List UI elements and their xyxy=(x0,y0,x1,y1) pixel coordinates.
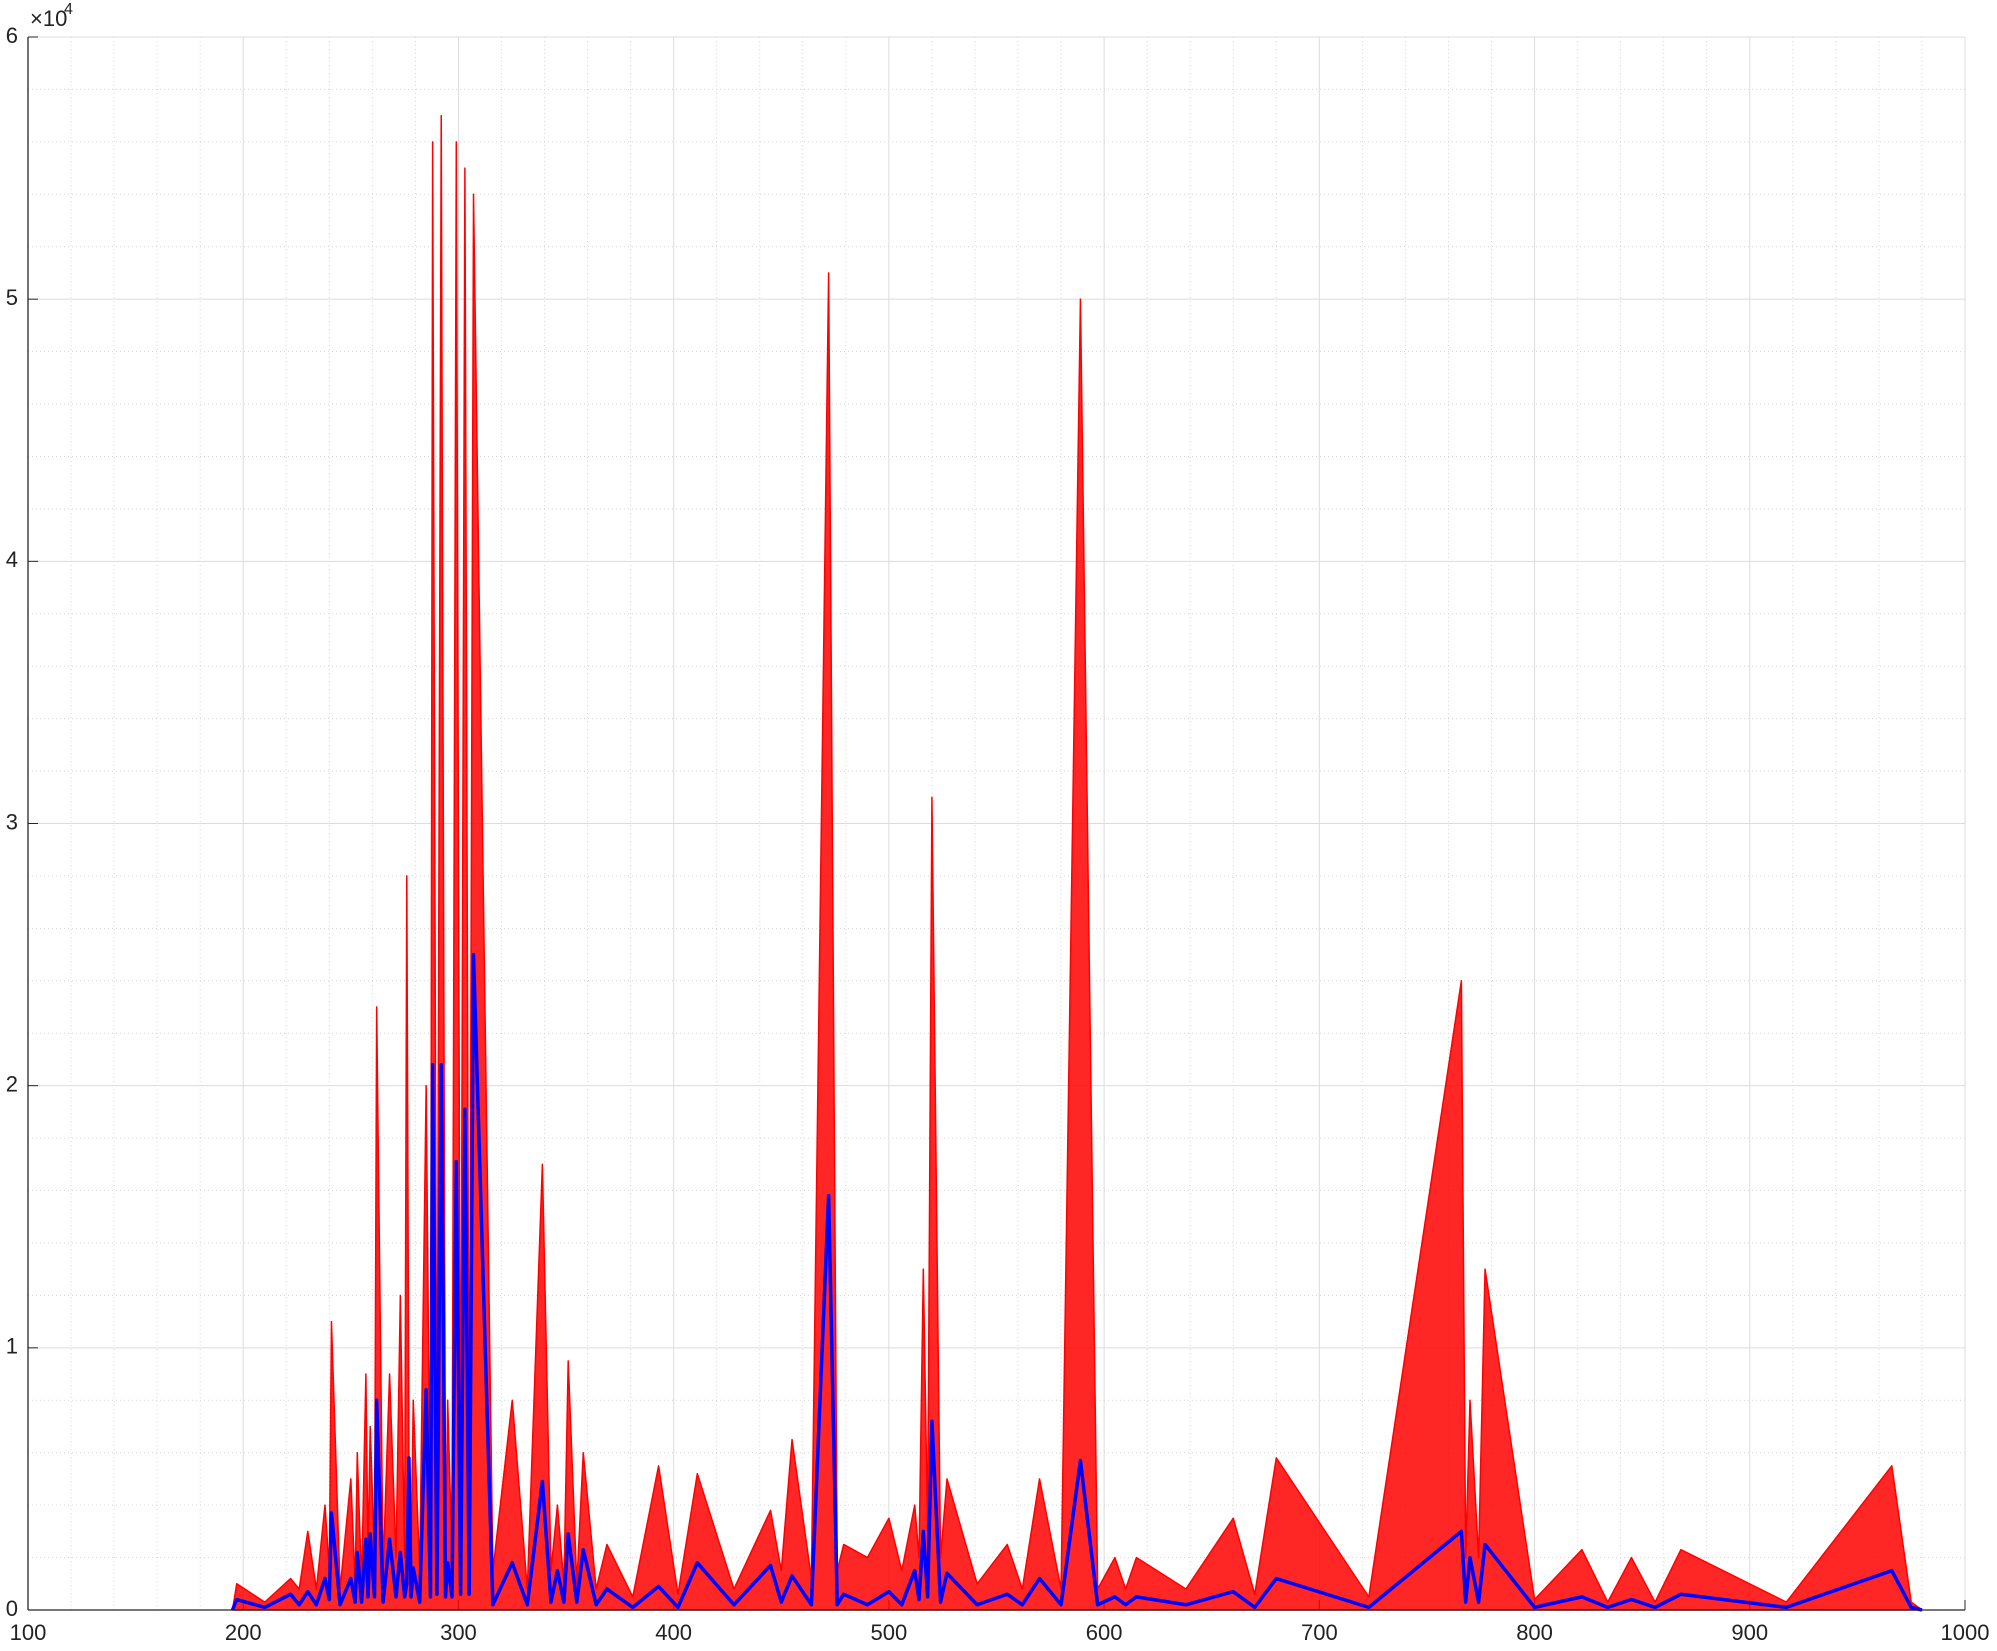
x-tick-label: 100 xyxy=(10,1620,47,1645)
y-tick-label: 5 xyxy=(6,285,18,310)
x-tick-label: 900 xyxy=(1731,1620,1768,1645)
y-tick-label: 1 xyxy=(6,1334,18,1359)
x-tick-label: 300 xyxy=(440,1620,477,1645)
y-tick-label: 6 xyxy=(6,23,18,48)
x-tick-label: 200 xyxy=(225,1620,262,1645)
line xyxy=(230,952,1923,1612)
y-tick-label: 3 xyxy=(6,809,18,834)
y-tick-label: 0 xyxy=(6,1596,18,1621)
y-tick-label: 4 xyxy=(6,547,18,572)
x-tick-label: 500 xyxy=(871,1620,908,1645)
y-tick-label: 2 xyxy=(6,1071,18,1096)
x-tick-label: 800 xyxy=(1516,1620,1553,1645)
x-tick-label: 600 xyxy=(1086,1620,1123,1645)
x-tick-label: 400 xyxy=(655,1620,692,1645)
x-tick-label: 700 xyxy=(1301,1620,1338,1645)
y-exponent: ×10 xyxy=(30,6,67,31)
y-exponent-power: 4 xyxy=(64,1,73,18)
x-tick-label: 1000 xyxy=(1941,1620,1990,1645)
